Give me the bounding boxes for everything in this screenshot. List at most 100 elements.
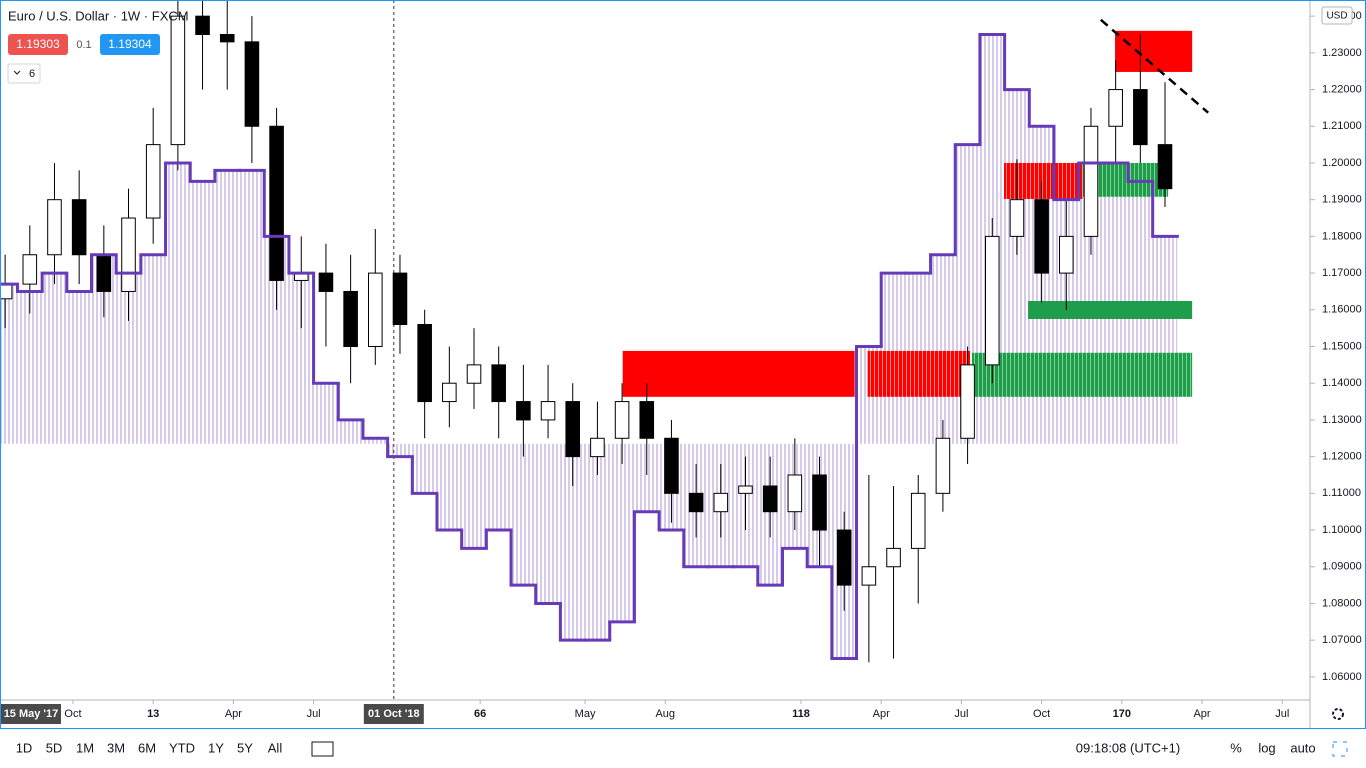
candle-body <box>984 235 1000 366</box>
candle-body <box>466 364 482 384</box>
candle-body <box>590 437 605 458</box>
indicator-histogram <box>511 443 536 586</box>
candle-body <box>368 272 383 348</box>
y-tick-label: 1.10000 <box>1322 524 1362 536</box>
candle-body <box>935 437 951 494</box>
y-tick-label: 1.15000 <box>1322 340 1362 352</box>
x-marker-label: 01 Oct '18 <box>368 708 420 720</box>
y-tick-label: 1.17000 <box>1322 267 1362 279</box>
candle-body <box>861 566 877 586</box>
symbol-title: Euro / U.S. Dollar · 1W · FXCM <box>8 8 189 23</box>
range-button[interactable]: 3M <box>107 740 125 755</box>
buy-button[interactable] <box>100 34 160 55</box>
y-tick-label: 1.21000 <box>1322 120 1362 132</box>
percent-toggle[interactable]: % <box>1230 740 1242 755</box>
buy-price[interactable]: 1.19304 <box>108 37 152 51</box>
range-button[interactable]: 1D <box>16 740 33 755</box>
spread: 0.1 <box>76 39 91 51</box>
candle-body <box>195 15 210 36</box>
plot-area <box>0 0 1210 700</box>
indicators-toggle[interactable] <box>7 63 41 84</box>
zone <box>1028 300 1193 319</box>
indicator-histogram <box>609 443 635 622</box>
candle-body <box>540 401 556 421</box>
indicator-histogram <box>0 284 18 444</box>
indicator-histogram <box>412 443 437 494</box>
currency-badge[interactable] <box>1321 6 1353 25</box>
candle-body <box>170 15 186 146</box>
indicator-histogram <box>190 181 215 444</box>
indicator-histogram <box>239 170 265 444</box>
indicator-histogram <box>140 254 166 444</box>
candle-body <box>614 401 630 439</box>
indicator-histogram <box>313 383 339 444</box>
indicator-histogram <box>66 291 92 444</box>
indicator-histogram <box>535 443 561 604</box>
candle-body <box>219 34 235 43</box>
range-button[interactable]: YTD <box>169 740 195 755</box>
compare-icon[interactable] <box>311 741 334 757</box>
candle-body <box>664 437 679 494</box>
log-toggle[interactable]: log <box>1258 740 1275 755</box>
candle-body <box>1108 89 1123 127</box>
zone <box>971 352 1193 397</box>
auto-toggle[interactable]: auto <box>1290 740 1315 755</box>
range-button[interactable]: 5Y <box>237 740 253 755</box>
x-tick-label: Apr <box>1193 708 1210 720</box>
settings-icon[interactable] <box>1332 708 1344 720</box>
candle-body <box>762 485 778 513</box>
candle-body <box>1157 144 1173 190</box>
candle-body <box>145 144 161 219</box>
candle-body <box>1009 199 1025 237</box>
y-tick-label: 1.23000 <box>1322 47 1362 59</box>
axes: 1.06000 1.07000 1.08000 1.09000 1.10000 1.110… <box>1 10 1362 724</box>
y-tick-label: 1.18000 <box>1322 230 1362 242</box>
candle-body <box>1083 125 1099 237</box>
range-button[interactable]: 1Y <box>208 740 224 755</box>
y-tick-label: 1.22000 <box>1322 83 1362 95</box>
x-tick-label: 13 <box>147 708 159 720</box>
range-button[interactable]: 6M <box>138 740 156 755</box>
indicator-histogram <box>930 254 956 444</box>
sell-price[interactable]: 1.19303 <box>16 37 60 51</box>
y-tick-label: 1.06000 <box>1322 671 1362 683</box>
candle-body <box>1034 199 1049 274</box>
y-tick-label: 1.09000 <box>1322 561 1362 573</box>
candle-body <box>392 272 408 325</box>
clock: 09:18:08 (UTC+1) <box>1076 740 1180 755</box>
x-tick-label: Apr <box>873 708 890 720</box>
chevron-icon <box>13 70 21 75</box>
range-button[interactable]: 1M <box>76 740 94 755</box>
candle-body <box>442 382 457 403</box>
y-tick-label: 1.07000 <box>1322 634 1362 646</box>
candle-body <box>47 199 62 256</box>
candle-body <box>1133 89 1148 146</box>
currency[interactable]: USD <box>1326 11 1347 22</box>
y-tick-label: 1.11000 <box>1322 487 1361 499</box>
x-tick-label: 66 <box>474 708 486 720</box>
indicators-count[interactable]: 6 <box>29 68 35 80</box>
legend: Euro / U.S. Dollar · 1W · FXCM 1.19303 0… <box>7 6 1353 720</box>
fullscreen-icon[interactable] <box>1332 741 1348 757</box>
y-tick-label: 1.14000 <box>1322 377 1362 389</box>
candle-body <box>318 272 334 292</box>
x-tick-label: 170 <box>1113 708 1131 720</box>
candle-body <box>812 474 827 531</box>
candle-body <box>886 547 901 568</box>
indicator-histogram <box>214 170 240 444</box>
x-marker-box <box>1 704 61 724</box>
x-tick-label: May <box>575 708 596 720</box>
x-tick-label: 118 <box>792 708 810 720</box>
range-button[interactable]: 5D <box>46 740 63 755</box>
indicator-histogram <box>1152 236 1178 444</box>
candle-body <box>121 217 136 292</box>
candle-body <box>787 474 803 513</box>
sell-button[interactable] <box>8 34 68 55</box>
candle-body <box>688 492 704 513</box>
range-button[interactable]: All <box>268 740 283 755</box>
bottom-toolbar: 09:18:08 (UTC+1) % log auto 1D 5D 1M 3M 6M YT… <box>16 740 1348 757</box>
indicator-histogram <box>338 419 363 444</box>
indicator-histogram <box>436 443 462 531</box>
y-tick-label: 1.16000 <box>1322 304 1362 316</box>
